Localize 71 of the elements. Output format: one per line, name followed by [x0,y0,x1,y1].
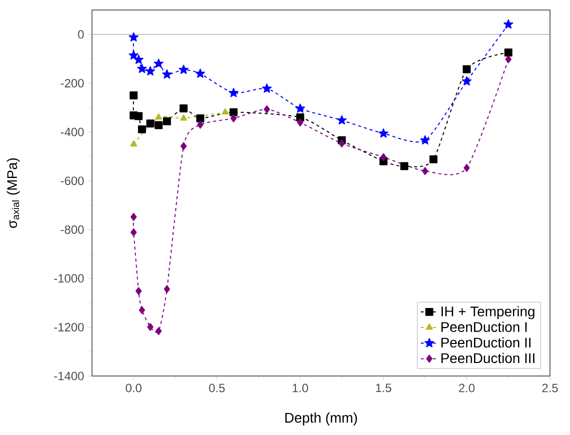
point [154,121,163,130]
point [155,113,162,120]
point [134,54,144,64]
point [128,50,138,60]
x-axis-title: Depth (mm) [285,412,357,426]
x-tick-label: 1.0 [292,384,308,392]
x-tick-label: 0.0 [126,384,142,392]
point [146,119,154,128]
point [130,91,138,100]
point [130,212,137,221]
point [130,140,138,146]
point [429,155,438,164]
point [378,128,388,138]
point [178,64,188,74]
point [137,64,147,73]
point [134,112,143,120]
point [262,84,272,93]
point [156,327,162,336]
point [162,117,171,126]
point [136,287,142,296]
point [222,108,229,114]
point [504,19,514,29]
point [400,162,408,170]
point [138,125,146,134]
y-tick-label: -600 [60,176,84,186]
point [504,48,512,56]
y-tick-label: -400 [60,128,84,136]
point [180,104,188,112]
point [138,306,146,314]
point [147,322,154,331]
point [295,104,305,113]
point [264,105,270,114]
point [230,114,237,122]
point [196,114,204,122]
point [154,58,164,68]
y-tick-label: -800 [60,225,84,234]
y-tick-label: -200 [60,78,84,88]
point [462,76,472,86]
point [337,115,347,124]
point [162,69,172,79]
y-tick-label: -1200 [54,322,84,332]
legend-label: IH + Tempering [442,306,534,320]
point [297,118,304,126]
point [420,135,430,144]
y-tick-label: 0 [78,30,84,39]
point [505,55,512,64]
y-tick-label: -1400 [54,372,84,380]
point [380,153,387,162]
x-tick-label: 1.5 [376,384,392,392]
point [195,68,206,78]
point [228,88,238,98]
point [130,228,137,236]
y-axis-title: σ$_{axial}$ (MPa) [6,158,20,228]
x-tick-label: 0.5 [209,384,225,392]
legend-label: PeenDuction I [441,322,527,332]
y-tick-label: -1000 [54,274,84,283]
legend-label: PeenDuction II [441,337,530,348]
point [180,142,187,150]
point [128,32,138,42]
legend-label: PeenDuction III [441,352,534,364]
point [164,285,170,294]
point [462,65,471,74]
point [422,167,428,176]
point [145,66,156,76]
point [180,114,188,121]
point [464,164,470,172]
point [338,139,345,148]
point [230,108,238,116]
x-tick-label: 2.0 [459,384,475,392]
point [197,120,204,129]
x-tick-label: 2.5 [542,384,558,392]
